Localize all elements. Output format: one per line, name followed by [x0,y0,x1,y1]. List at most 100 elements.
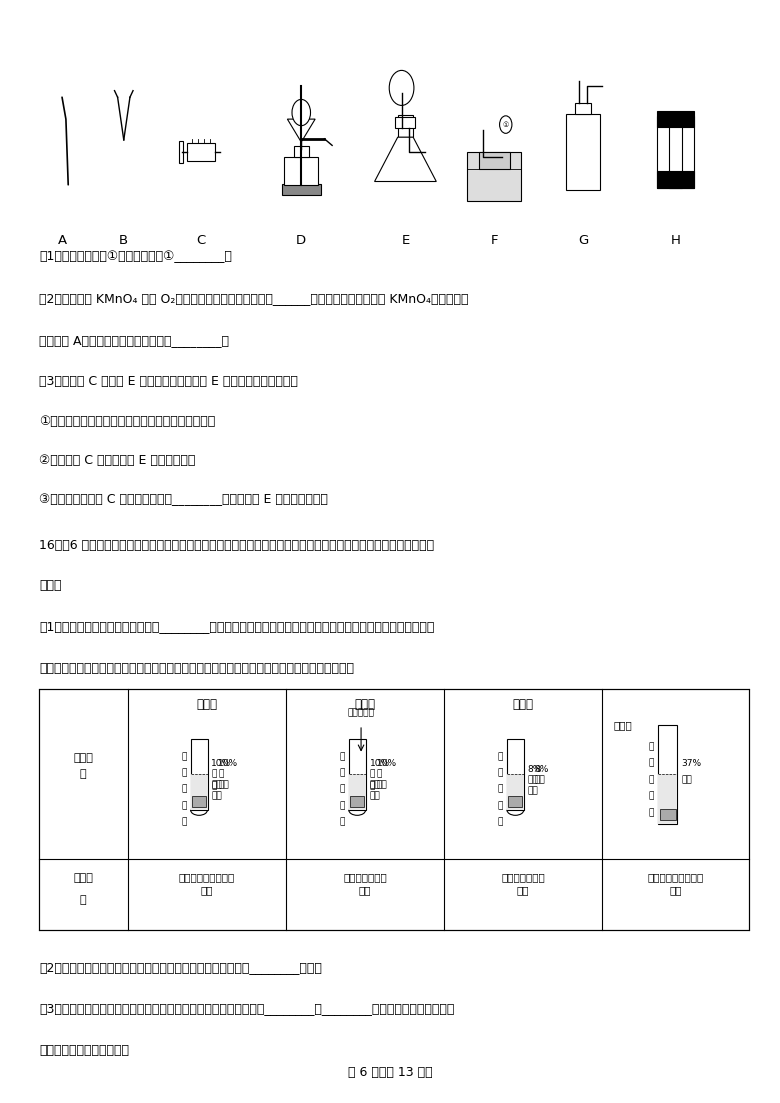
Text: 实验三: 实验三 [512,698,534,711]
Text: 简答。: 简答。 [39,579,62,592]
Text: 的: 的 [339,785,345,794]
Bar [192,795,206,806]
Text: 象: 象 [80,896,87,906]
Bar [467,152,521,201]
Text: G: G [578,234,588,247]
Text: 片: 片 [649,808,654,817]
Text: A: A [58,234,66,247]
Text: 光: 光 [649,742,654,751]
Bar [395,117,416,128]
Text: ②将注射器 C 连接到装置 E 的导管口处。: ②将注射器 C 连接到装置 E 的导管口处。 [39,454,195,467]
Text: （3）比较实验一、实验二说明铝与酸反应产生氢气的速率，可能与________、________粒子和温度、金属与酸的: （3）比较实验一、实验二说明铝与酸反应产生氢气的速率，可能与________、_… [39,1003,454,1016]
Text: 第 6 页（共 13 页）: 第 6 页（共 13 页） [348,1067,432,1079]
Text: 实验四: 实验四 [614,720,633,730]
Bar [658,725,678,824]
Text: 象: 象 [80,769,87,779]
Bar [657,111,694,127]
Bar [566,114,601,190]
Bar [282,184,321,194]
Text: 铝表面产生大量气泡
且快: 铝表面产生大量气泡 且快 [647,872,704,896]
Text: D: D [296,234,307,247]
Bar [39,689,749,930]
Text: 铝: 铝 [181,801,186,811]
Text: 光: 光 [498,752,503,761]
Text: 10%
稀
硫酸: 10% 稀 硫酸 [218,759,239,789]
Bar [657,117,694,188]
Bar [660,810,676,821]
Text: 实验一: 实验一 [197,698,217,711]
Bar [507,739,524,810]
Bar [350,795,364,806]
Text: 铝: 铝 [649,792,654,801]
Text: （1）写出图中标示①的仪器名称：①________。: （1）写出图中标示①的仪器名称：①________。 [39,250,232,264]
Bar [349,774,366,810]
Bar [507,774,524,810]
Text: 10%
稀
硫酸: 10% 稀 硫酸 [370,759,390,789]
Text: 粒少而慢。为了探究铝与酸反应的规律，小强用相同质量、相同形状的光亮铝片设计如下实验。: 粒少而慢。为了探究铝与酸反应的规律，小强用相同质量、相同形状的光亮铝片设计如下实… [39,662,354,675]
Text: 实验现: 实验现 [73,874,93,884]
Text: ①: ① [502,121,509,128]
Text: 37%: 37% [681,759,701,768]
Text: ③缓慢拉动注射器 C 的活塞，观察到________，说明装置 E 的气密性良好。: ③缓慢拉动注射器 C 的活塞，观察到________，说明装置 E 的气密性良好… [39,493,328,506]
Text: 接触面积等多种因素有关。: 接触面积等多种因素有关。 [39,1045,129,1057]
Text: 亮: 亮 [649,759,654,768]
Text: 亮: 亮 [498,769,503,778]
Text: 选用仪器 A，写出该反应的化学方程式________。: 选用仪器 A，写出该反应的化学方程式________。 [39,334,229,346]
Text: 8%
盐酸: 8% 盐酸 [534,764,549,784]
Bar [669,117,682,188]
Bar [179,141,183,163]
Text: 的: 的 [649,775,654,784]
Bar [657,171,694,188]
Polygon shape [287,119,315,142]
Text: （3）注射器 C 与装置 E 相连可用于检查装置 E 的气密性，步骤如下：: （3）注射器 C 与装置 E 相连可用于检查装置 E 的气密性，步骤如下： [39,375,298,388]
Text: H: H [671,234,680,247]
Text: 亮: 亮 [339,769,345,778]
Text: 铝表面产生大量
气泡: 铝表面产生大量 气泡 [343,872,387,896]
Text: （2）实验室用 KMnO₄ 制取 O₂，应选用的发生和收集装置为______（填字母序号），取用 KMnO₄药品时，应: （2）实验室用 KMnO₄ 制取 O₂，应选用的发生和收集装置为______（填… [39,292,469,306]
Text: 10%
稀
硫酸: 10% 稀 硫酸 [377,759,396,789]
Polygon shape [374,137,436,182]
Text: 盐酸: 盐酸 [681,775,692,784]
Text: 16．（6 分）铝是重要的轻金属，广泛应用于航空、电讯和建筑领域。铝亦有其特殊的性质，试根据以下信息填空或: 16．（6 分）铝是重要的轻金属，广泛应用于航空、电讯和建筑领域。铝亦有其特殊的… [39,539,434,553]
Bar [349,739,366,810]
Text: 片: 片 [181,817,186,826]
Text: 亮: 亮 [181,769,186,778]
Text: 片: 片 [498,817,503,826]
Text: 实验二: 实验二 [354,698,375,711]
Text: 的: 的 [498,785,503,794]
Text: 光: 光 [181,752,186,761]
Text: 片: 片 [339,817,345,826]
Text: F: F [491,234,498,247]
Text: E: E [401,234,410,247]
Bar [293,147,309,158]
Text: 光: 光 [339,752,345,761]
Bar [187,143,214,161]
Text: （1）按金属的活动性顺序，铝比锌________。但是将铝片和锌粒分别投入稀硫酸中，铝片表面产生的气泡却比锌: （1）按金属的活动性顺序，铝比锌________。但是将铝片和锌粒分别投入稀硫酸… [39,621,434,633]
Text: 铝: 铝 [498,801,503,811]
Bar [509,795,523,806]
Text: （2）比较实验三、实验四说明铝与酸反应产生氢气的速率，与________有关。: （2）比较实验三、实验四说明铝与酸反应产生氢气的速率，与________有关。 [39,961,322,974]
Text: 稀
硫酸: 稀 硫酸 [211,781,222,801]
Bar [190,739,207,810]
Bar [284,158,318,185]
Text: 铝: 铝 [339,801,345,811]
Bar [658,774,678,824]
Bar [190,774,207,810]
Text: ①向锥形瓶中加入少量水至浸没过长颈漏斗下端处。: ①向锥形瓶中加入少量水至浸没过长颈漏斗下端处。 [39,415,215,428]
Bar [398,116,413,137]
Circle shape [389,71,414,106]
Text: C: C [197,234,206,247]
Text: 铝表面产生气泡很小
且慢: 铝表面产生气泡很小 且慢 [179,872,235,896]
Text: 盐酸: 盐酸 [528,786,538,795]
Text: 10%
稀
硫酸: 10% 稀 硫酸 [211,759,232,789]
Text: 实验现: 实验现 [73,753,93,763]
Circle shape [292,99,310,126]
Text: 铝表面产生大量
气泡: 铝表面产生大量 气泡 [502,872,545,896]
Text: 氯化钠固体: 氯化钠固体 [348,708,374,717]
Text: B: B [119,234,129,247]
Bar [575,103,590,114]
Text: 8%
盐酸: 8% 盐酸 [528,764,542,784]
Bar [479,152,509,169]
Text: 的: 的 [181,785,186,794]
Text: 稀
硫酸: 稀 硫酸 [370,781,381,801]
